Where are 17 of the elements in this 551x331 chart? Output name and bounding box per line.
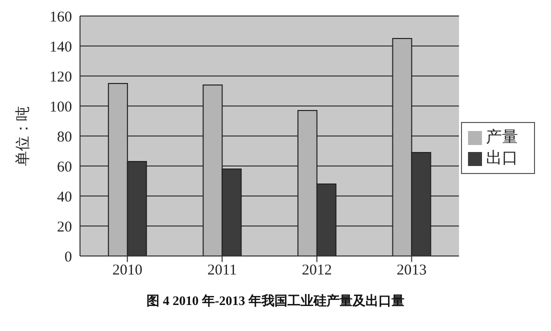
x-tick-label: 2011 <box>207 262 237 279</box>
y-tick-label: 100 <box>50 99 72 116</box>
x-tick-label: 2010 <box>112 262 142 279</box>
y-tick-label: 60 <box>57 159 72 176</box>
y-tick-label: 40 <box>57 189 72 206</box>
text: 图 4 2010 年-2013 年我国工业硅产量及出口量 <box>146 292 406 310</box>
y-axis-title: 单位：吨 <box>14 106 32 166</box>
y-tick-label: 120 <box>50 69 72 86</box>
y-tick-label: 0 <box>64 249 72 266</box>
legend-label: 产量 <box>486 129 518 146</box>
x-tick-label: 2013 <box>396 262 427 279</box>
y-tick-label: 20 <box>57 219 72 236</box>
y-tick-label: 160 <box>50 9 72 26</box>
y-tick-label: 140 <box>50 39 72 56</box>
y-tick-label: 80 <box>57 129 72 146</box>
x-tick-label: 2012 <box>302 262 332 279</box>
legend-label: 出口 <box>486 150 518 167</box>
